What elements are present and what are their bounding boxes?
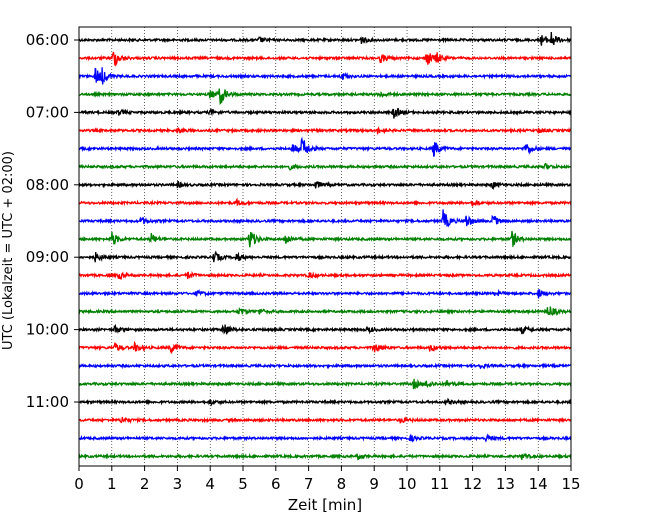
trace-line xyxy=(78,362,572,370)
trace-line xyxy=(78,209,572,228)
trace-line xyxy=(78,88,572,106)
trace-line xyxy=(78,67,572,85)
y-tick-label: 11:00 xyxy=(26,393,69,411)
seismic-traces xyxy=(78,32,572,461)
x-tick-label: 12 xyxy=(463,475,482,493)
y-axis-label: UTC (Lokalzeit = UTC + 02:00) xyxy=(1,151,16,350)
trace-line xyxy=(78,51,572,68)
x-tick-label: 1 xyxy=(107,475,117,493)
trace-line xyxy=(78,136,572,157)
trace-line xyxy=(78,197,572,207)
trace-line xyxy=(78,230,572,248)
y-axis-ticks: 06:00 07:00 08:00 09:00 10:00 11:00 xyxy=(26,31,79,411)
x-tick-label: 2 xyxy=(140,475,150,493)
x-tick-label: 15 xyxy=(561,475,580,493)
trace-line xyxy=(78,250,572,263)
x-tick-label: 5 xyxy=(238,475,248,493)
y-tick-label: 06:00 xyxy=(26,31,69,49)
trace-line xyxy=(78,378,572,390)
plot-frame xyxy=(78,26,572,467)
trace-line xyxy=(78,126,572,135)
trace-line xyxy=(78,452,572,461)
x-tick-label: 14 xyxy=(529,475,548,493)
trace-line xyxy=(78,162,572,171)
x-tick-label: 9 xyxy=(369,475,379,493)
x-tick-label: 13 xyxy=(496,475,515,493)
x-axis-ticks: 0 1 2 3 4 5 6 7 8 9 10 11 12 13 14 15 xyxy=(74,466,581,493)
x-tick-label: 10 xyxy=(397,475,416,493)
trace-line xyxy=(78,397,572,407)
trace-line xyxy=(78,415,572,425)
trace-line xyxy=(78,32,572,46)
trace-line xyxy=(78,323,572,335)
y-tick-label: 07:00 xyxy=(26,103,69,121)
y-tick-label: 09:00 xyxy=(26,248,69,266)
x-tick-label: 4 xyxy=(205,475,215,493)
x-tick-label: 3 xyxy=(173,475,183,493)
y-tick-label: 10:00 xyxy=(26,321,69,339)
vertical-gridlines xyxy=(111,27,539,466)
x-tick-label: 0 xyxy=(74,475,84,493)
x-tick-label: 7 xyxy=(304,475,314,493)
x-tick-label: 11 xyxy=(430,475,449,493)
trace-line xyxy=(78,270,572,281)
trace-line xyxy=(78,107,572,119)
trace-line xyxy=(78,180,572,190)
trace-line xyxy=(78,340,572,354)
trace-line xyxy=(78,306,572,317)
x-tick-label: 6 xyxy=(271,475,281,493)
y-tick-label: 08:00 xyxy=(26,176,69,194)
x-tick-label: 8 xyxy=(337,475,347,493)
trace-line xyxy=(78,288,572,299)
x-axis-label: Zeit [min] xyxy=(288,496,362,514)
trace-line xyxy=(78,433,572,443)
